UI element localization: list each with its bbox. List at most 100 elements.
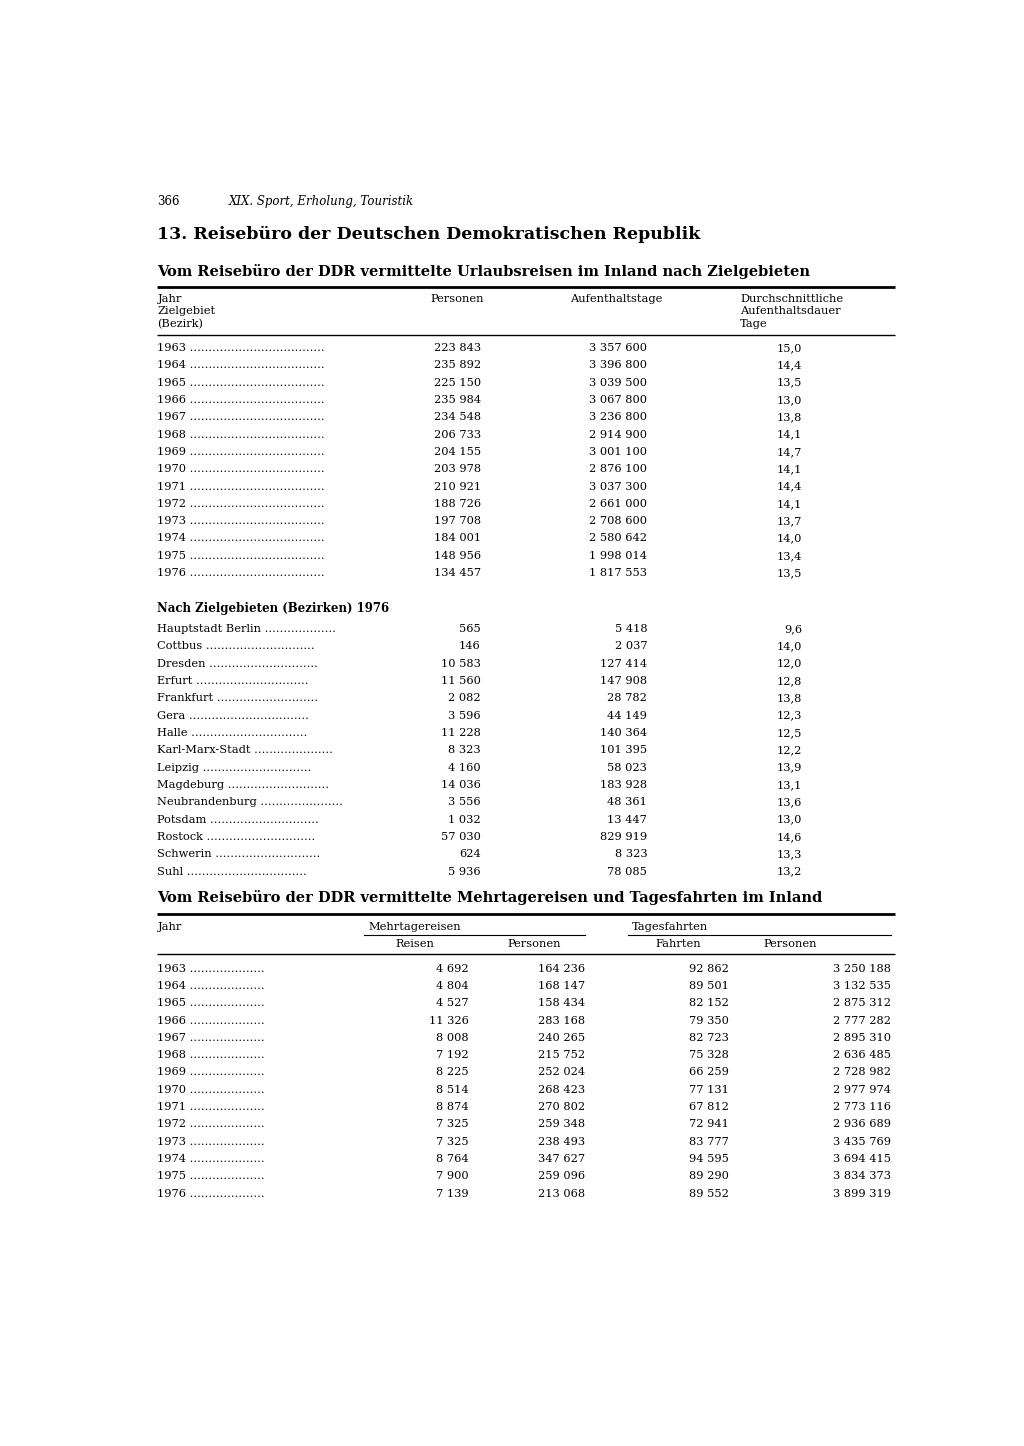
- Text: 12,2: 12,2: [777, 745, 802, 755]
- Text: 1975 ....................: 1975 ....................: [158, 1171, 265, 1181]
- Text: Frankfurt ...........................: Frankfurt ...........................: [158, 693, 318, 703]
- Text: 1968 ....................: 1968 ....................: [158, 1050, 265, 1060]
- Text: 48 361: 48 361: [607, 797, 647, 807]
- Text: 92 862: 92 862: [689, 963, 729, 973]
- Text: Jahr
Zielgebiet
(Bezirk): Jahr Zielgebiet (Bezirk): [158, 294, 216, 330]
- Text: 1965 ....................................: 1965 ...................................…: [158, 377, 325, 388]
- Text: 183 928: 183 928: [600, 779, 647, 790]
- Text: Personen: Personen: [764, 938, 817, 949]
- Text: 14,4: 14,4: [777, 360, 802, 370]
- Text: 3 039 500: 3 039 500: [589, 377, 647, 388]
- Text: 12,0: 12,0: [777, 658, 802, 668]
- Text: 82 723: 82 723: [689, 1032, 729, 1043]
- Text: 14,0: 14,0: [777, 534, 802, 544]
- Text: 215 752: 215 752: [539, 1050, 586, 1060]
- Text: 223 843: 223 843: [433, 343, 480, 353]
- Text: 1966 ....................................: 1966 ...................................…: [158, 395, 325, 405]
- Text: 3 001 100: 3 001 100: [589, 447, 647, 457]
- Text: 624: 624: [459, 849, 480, 859]
- Text: 2 977 974: 2 977 974: [834, 1084, 891, 1095]
- Text: 3 357 600: 3 357 600: [589, 343, 647, 353]
- Text: 2 875 312: 2 875 312: [834, 998, 891, 1008]
- Text: 79 350: 79 350: [689, 1015, 729, 1025]
- Text: 259 096: 259 096: [539, 1171, 586, 1181]
- Text: 13,7: 13,7: [777, 516, 802, 526]
- Text: 7 325: 7 325: [436, 1119, 469, 1129]
- Text: 3 435 769: 3 435 769: [834, 1137, 891, 1147]
- Text: 1974 ....................................: 1974 ...................................…: [158, 534, 325, 544]
- Text: 1 817 553: 1 817 553: [589, 568, 647, 578]
- Text: 188 726: 188 726: [433, 499, 480, 509]
- Text: 13,8: 13,8: [777, 412, 802, 422]
- Text: 14,1: 14,1: [777, 499, 802, 509]
- Text: 8 323: 8 323: [614, 849, 647, 859]
- Text: 1976 ....................................: 1976 ...................................…: [158, 568, 325, 578]
- Text: 58 023: 58 023: [607, 762, 647, 772]
- Text: 13,8: 13,8: [777, 693, 802, 703]
- Text: 77 131: 77 131: [689, 1084, 729, 1095]
- Text: 140 364: 140 364: [600, 727, 647, 737]
- Text: Personen: Personen: [430, 294, 483, 304]
- Text: 1966 ....................: 1966 ....................: [158, 1015, 265, 1025]
- Text: 1963 ....................................: 1963 ...................................…: [158, 343, 325, 353]
- Text: Erfurt ..............................: Erfurt ..............................: [158, 675, 309, 685]
- Text: Fahrten: Fahrten: [655, 938, 700, 949]
- Text: 3 396 800: 3 396 800: [589, 360, 647, 370]
- Text: 2 895 310: 2 895 310: [834, 1032, 891, 1043]
- Text: 5 418: 5 418: [614, 625, 647, 633]
- Text: Karl-Marx-Stadt .....................: Karl-Marx-Stadt .....................: [158, 745, 334, 755]
- Text: 14,4: 14,4: [777, 482, 802, 492]
- Text: 4 527: 4 527: [436, 998, 469, 1008]
- Text: 2 580 642: 2 580 642: [589, 534, 647, 544]
- Text: 101 395: 101 395: [600, 745, 647, 755]
- Text: Neubrandenburg ......................: Neubrandenburg ......................: [158, 797, 343, 807]
- Text: 829 919: 829 919: [600, 831, 647, 842]
- Text: 8 874: 8 874: [436, 1102, 469, 1112]
- Text: 1968 ....................................: 1968 ...................................…: [158, 429, 325, 440]
- Text: 8 323: 8 323: [449, 745, 480, 755]
- Text: Aufenthaltstage: Aufenthaltstage: [569, 294, 663, 304]
- Text: 14 036: 14 036: [440, 779, 480, 790]
- Text: 2 876 100: 2 876 100: [589, 464, 647, 474]
- Text: 2 661 000: 2 661 000: [589, 499, 647, 509]
- Text: Halle ...............................: Halle ...............................: [158, 727, 308, 737]
- Text: 1964 ....................................: 1964 ...................................…: [158, 360, 325, 370]
- Text: 3 834 373: 3 834 373: [834, 1171, 891, 1181]
- Text: 13. Reisebüro der Deutschen Demokratischen Republik: 13. Reisebüro der Deutschen Demokratisch…: [158, 226, 700, 243]
- Text: Dresden .............................: Dresden .............................: [158, 658, 318, 668]
- Text: 14,1: 14,1: [777, 464, 802, 474]
- Text: 2 636 485: 2 636 485: [834, 1050, 891, 1060]
- Text: 1964 ....................: 1964 ....................: [158, 980, 265, 991]
- Text: 9,6: 9,6: [784, 625, 802, 633]
- Text: 4 804: 4 804: [436, 980, 469, 991]
- Text: 2 082: 2 082: [449, 693, 480, 703]
- Text: Rostock .............................: Rostock .............................: [158, 831, 315, 842]
- Text: 270 802: 270 802: [539, 1102, 586, 1112]
- Text: 203 978: 203 978: [433, 464, 480, 474]
- Text: 127 414: 127 414: [600, 658, 647, 668]
- Text: 3 899 319: 3 899 319: [834, 1189, 891, 1199]
- Text: 1970 ....................: 1970 ....................: [158, 1084, 265, 1095]
- Text: 1974 ....................: 1974 ....................: [158, 1154, 265, 1164]
- Text: 4 160: 4 160: [449, 762, 480, 772]
- Text: 11 560: 11 560: [440, 675, 480, 685]
- Text: 366: 366: [158, 195, 180, 208]
- Text: 13,0: 13,0: [777, 395, 802, 405]
- Text: 89 290: 89 290: [689, 1171, 729, 1181]
- Text: 13,2: 13,2: [777, 866, 802, 876]
- Text: 252 024: 252 024: [539, 1067, 586, 1077]
- Text: 1967 ....................................: 1967 ...................................…: [158, 412, 325, 422]
- Text: 14,7: 14,7: [777, 447, 802, 457]
- Text: 28 782: 28 782: [607, 693, 647, 703]
- Text: 148 956: 148 956: [433, 551, 480, 561]
- Text: 1970 ....................................: 1970 ...................................…: [158, 464, 325, 474]
- Text: Jahr: Jahr: [158, 923, 182, 933]
- Text: 44 149: 44 149: [607, 710, 647, 720]
- Text: 2 773 116: 2 773 116: [834, 1102, 891, 1112]
- Text: 13,9: 13,9: [777, 762, 802, 772]
- Text: 2 037: 2 037: [614, 641, 647, 651]
- Text: 1975 ....................................: 1975 ...................................…: [158, 551, 325, 561]
- Text: Mehrtagereisen: Mehrtagereisen: [369, 923, 461, 933]
- Text: 197 708: 197 708: [433, 516, 480, 526]
- Text: 1971 ....................................: 1971 ...................................…: [158, 482, 325, 492]
